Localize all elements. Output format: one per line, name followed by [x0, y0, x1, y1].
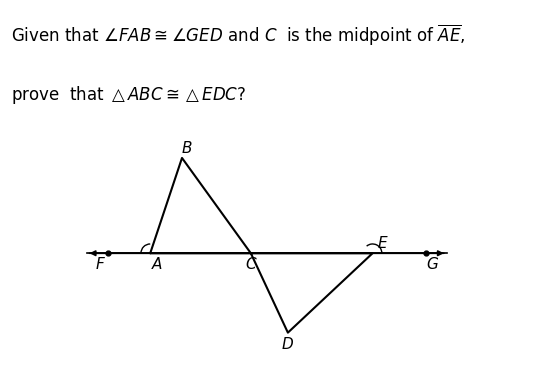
Text: prove  that $\triangle ABC \cong \triangle EDC$?: prove that $\triangle ABC \cong \triangl… — [11, 84, 246, 106]
Text: F: F — [96, 257, 104, 272]
Text: B: B — [182, 141, 193, 156]
Text: D: D — [282, 337, 294, 352]
Text: A: A — [151, 257, 162, 272]
Text: Given that $\angle FAB \cong \angle GED$ and $C$  is the midpoint of $\overline{: Given that $\angle FAB \cong \angle GED$… — [11, 22, 465, 48]
Text: C: C — [245, 257, 256, 272]
Text: G: G — [426, 257, 438, 272]
Text: E: E — [378, 236, 387, 251]
